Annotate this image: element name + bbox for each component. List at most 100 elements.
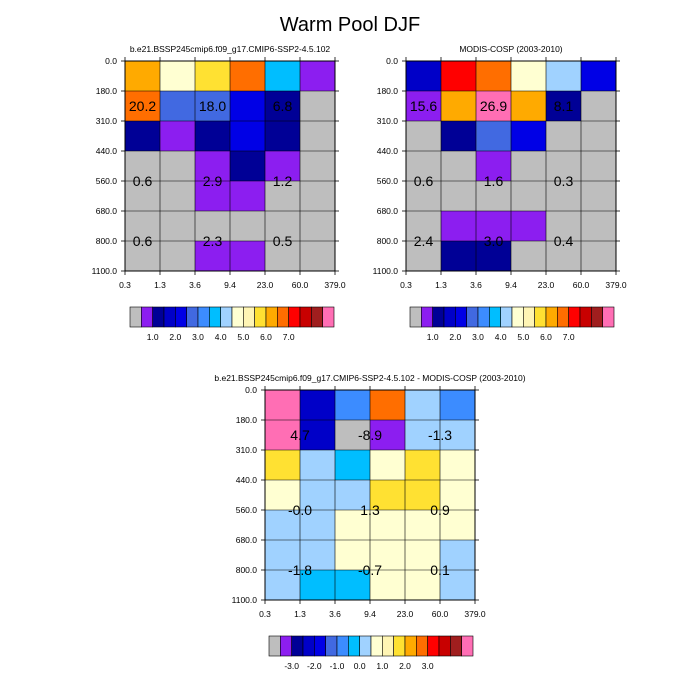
x-tick-label: 3.6 bbox=[470, 280, 482, 290]
heatmap-cell bbox=[440, 480, 476, 511]
cell-value-label: 4.7 bbox=[290, 427, 310, 443]
heatmap-cell bbox=[230, 121, 266, 152]
cell-value-label: 1.3 bbox=[360, 502, 380, 518]
heatmap-cell bbox=[441, 121, 477, 152]
colorbar-swatch bbox=[416, 635, 428, 657]
heatmap-cell bbox=[160, 121, 196, 152]
heatmap-cell bbox=[546, 211, 582, 242]
x-tick-label: 1.3 bbox=[154, 280, 166, 290]
colorbar-tick-label: 4.0 bbox=[495, 332, 507, 342]
y-tick-label: 800.0 bbox=[377, 236, 399, 246]
heatmap-cell bbox=[511, 211, 547, 242]
cell-value-label: -0.7 bbox=[358, 562, 382, 578]
chart-panel-1: b.e21.BSSP245cmip6.f09_g17.CMIP6-SSP2-4.… bbox=[92, 44, 346, 342]
heatmap-cell bbox=[511, 121, 547, 152]
colorbar-swatch bbox=[579, 306, 592, 328]
colorbar-swatch bbox=[288, 306, 301, 328]
cell-value-label: -1.3 bbox=[428, 427, 452, 443]
x-tick-label: 1.3 bbox=[294, 609, 306, 619]
heatmap-cell bbox=[370, 570, 406, 601]
colorbar: 1.0 2.0 3.0 4.0 5.0 6.0 7.0 bbox=[409, 306, 615, 342]
heatmap-cell bbox=[160, 151, 196, 182]
heatmap-cell bbox=[441, 241, 477, 272]
x-tick-label: 60.0 bbox=[292, 280, 309, 290]
y-tick-label: 800.0 bbox=[236, 565, 258, 575]
colorbar-tick-label: -2.0 bbox=[307, 661, 322, 671]
colorbar-swatch bbox=[427, 635, 440, 657]
heatmap-cell bbox=[195, 151, 231, 182]
heatmap-cell bbox=[511, 151, 547, 182]
y-tick-label: 560.0 bbox=[96, 176, 118, 186]
heatmap-cell bbox=[265, 420, 301, 451]
heatmap-cell bbox=[476, 181, 512, 212]
colorbar-swatch bbox=[500, 306, 513, 328]
x-tick-label: 0.3 bbox=[259, 609, 271, 619]
heatmap-cell bbox=[405, 570, 441, 601]
x-tick-label: 379.0 bbox=[464, 609, 486, 619]
heatmap-cell bbox=[546, 241, 582, 272]
colorbar-tick-label: 3.0 bbox=[192, 332, 204, 342]
heatmap-cell bbox=[300, 390, 336, 421]
colorbar-swatch bbox=[409, 306, 422, 328]
x-tick-label: 3.6 bbox=[189, 280, 201, 290]
heatmap-cell bbox=[160, 181, 196, 212]
heatmap-cell bbox=[406, 241, 442, 272]
colorbar-swatch bbox=[175, 306, 187, 328]
colorbar-swatch bbox=[314, 635, 326, 657]
heatmap-cell bbox=[125, 211, 161, 242]
heatmap-cell bbox=[441, 61, 477, 92]
colorbar-swatch bbox=[163, 306, 176, 328]
colorbar-tick-label: 7.0 bbox=[563, 332, 575, 342]
colorbar-swatch bbox=[393, 635, 406, 657]
heatmap-cell bbox=[370, 540, 406, 571]
y-tick-label: 1100.0 bbox=[232, 595, 258, 605]
cell-value-label: 2.9 bbox=[203, 173, 223, 189]
colorbar-swatch bbox=[370, 635, 383, 657]
cell-value-label: -1.8 bbox=[288, 562, 312, 578]
heatmap-cell bbox=[230, 61, 266, 92]
colorbar-swatch bbox=[141, 306, 153, 328]
heatmap-cell bbox=[265, 121, 301, 152]
colorbar-swatch bbox=[466, 306, 479, 328]
colorbar-swatch bbox=[545, 306, 558, 328]
x-tick-label: 0.3 bbox=[119, 280, 131, 290]
colorbar-tick-label: 7.0 bbox=[283, 332, 295, 342]
heatmap-cell bbox=[265, 91, 301, 122]
heatmap-cell bbox=[195, 241, 231, 272]
y-tick-label: 310.0 bbox=[236, 445, 258, 455]
heatmap-cell bbox=[265, 211, 301, 242]
heatmap-cell bbox=[441, 181, 477, 212]
heatmap-cell bbox=[160, 61, 196, 92]
y-tick-label: 180.0 bbox=[377, 86, 399, 96]
cell-value-label: 2.4 bbox=[414, 233, 434, 249]
colorbar-swatch bbox=[455, 306, 467, 328]
heatmap-cell bbox=[300, 91, 336, 122]
colorbar-tick-label: -3.0 bbox=[284, 661, 299, 671]
figure-title: Warm Pool DJF bbox=[280, 14, 420, 36]
colorbar-swatch bbox=[432, 306, 445, 328]
y-tick-label: 310.0 bbox=[96, 116, 118, 126]
colorbar-tick-label: 4.0 bbox=[215, 332, 227, 342]
heatmap-cell bbox=[230, 211, 266, 242]
x-tick-label: 379.0 bbox=[605, 280, 627, 290]
heatmap-cell bbox=[335, 480, 371, 511]
cell-value-label: -8.9 bbox=[358, 427, 382, 443]
colorbar-tick-label: 1.0 bbox=[147, 332, 159, 342]
colorbar-swatch bbox=[591, 306, 603, 328]
heatmap-cell bbox=[405, 480, 441, 511]
heatmap-cell bbox=[581, 61, 617, 92]
y-tick-label: 440.0 bbox=[236, 475, 258, 485]
heatmap-cell bbox=[300, 570, 336, 601]
heatmap-cell bbox=[265, 480, 301, 511]
heatmap-cell bbox=[265, 61, 301, 92]
y-tick-label: 680.0 bbox=[236, 535, 258, 545]
heatmap-cell bbox=[581, 181, 617, 212]
colorbar-swatch bbox=[568, 306, 581, 328]
heatmap-cell bbox=[335, 510, 371, 541]
heatmap-cell bbox=[440, 420, 476, 451]
heatmap-cell bbox=[476, 211, 512, 242]
cell-value-label: 0.3 bbox=[554, 173, 574, 189]
heatmap-cell bbox=[265, 151, 301, 182]
colorbar-tick-label: 2.0 bbox=[169, 332, 181, 342]
heatmap-cell bbox=[195, 181, 231, 212]
